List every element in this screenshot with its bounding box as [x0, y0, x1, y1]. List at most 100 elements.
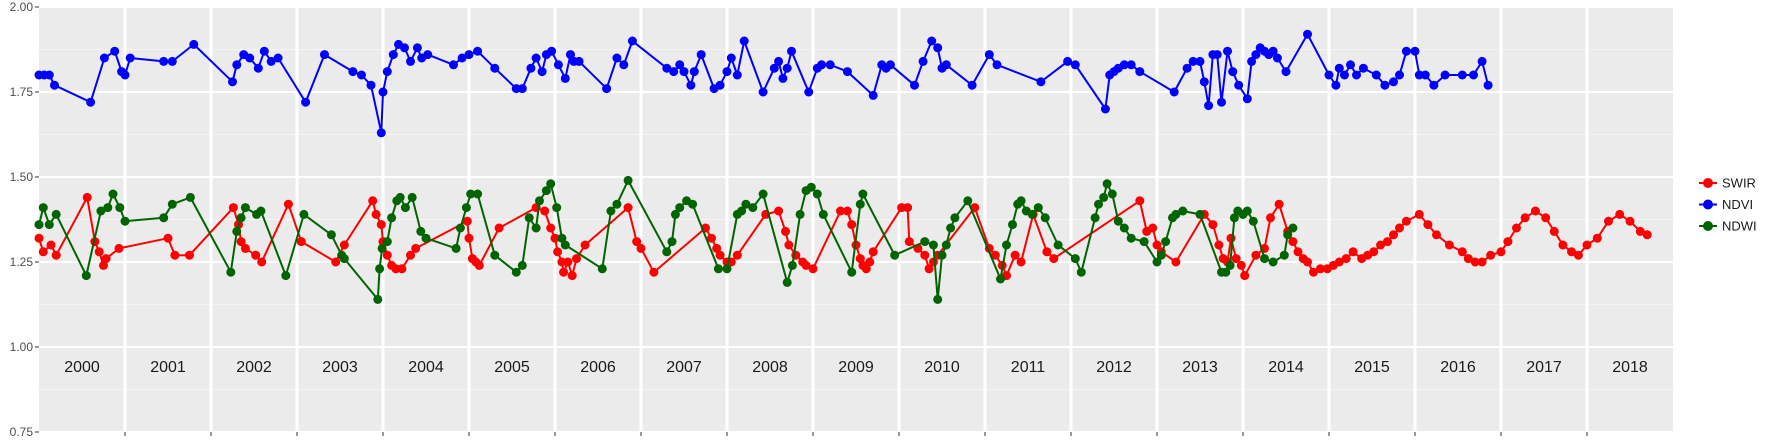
data-point — [251, 250, 261, 260]
data-point — [299, 209, 309, 219]
data-point — [688, 199, 698, 209]
data-point — [357, 70, 366, 80]
data-point — [232, 226, 242, 236]
data-point — [382, 67, 392, 77]
data-point — [540, 206, 550, 216]
data-point — [120, 70, 130, 80]
y-tick-label: 2.00 — [10, 0, 34, 14]
data-point — [400, 203, 410, 213]
data-point — [185, 192, 195, 202]
data-point — [1199, 77, 1209, 87]
data-point — [918, 56, 928, 66]
data-point — [339, 240, 349, 250]
data-point — [240, 203, 250, 213]
data-point — [1440, 70, 1450, 80]
data-point — [1352, 70, 1361, 80]
data-point — [228, 203, 238, 213]
year-label: 2003 — [322, 359, 358, 376]
data-point — [101, 254, 111, 264]
data-point — [1070, 60, 1080, 70]
data-point — [1331, 80, 1341, 90]
data-point — [806, 182, 816, 192]
series-layer — [34, 29, 1652, 304]
data-point — [339, 254, 349, 264]
data-point — [331, 257, 341, 267]
data-point — [941, 60, 951, 70]
year-label: 2012 — [1096, 359, 1132, 376]
data-point — [1188, 56, 1198, 66]
data-point — [1470, 257, 1480, 267]
data-point — [348, 67, 358, 77]
data-point — [1334, 63, 1344, 73]
data-point — [782, 63, 792, 73]
data-point — [541, 186, 551, 196]
data-point — [1444, 240, 1454, 250]
data-point — [473, 189, 483, 199]
data-point — [1432, 230, 1441, 240]
data-point — [494, 223, 504, 233]
data-point — [801, 260, 811, 270]
year-label: 2010 — [924, 359, 960, 376]
data-point — [1171, 257, 1181, 267]
data-point — [236, 213, 246, 223]
data-point — [553, 247, 563, 257]
data-point — [1214, 240, 1224, 250]
series-ndwi — [34, 175, 1298, 304]
data-point — [1625, 216, 1635, 226]
data-point — [842, 206, 852, 216]
y-axis: 0.75 1.00 1.25 1.50 1.75 2.00 — [10, 0, 39, 439]
data-point — [326, 230, 336, 240]
data-point — [1315, 264, 1325, 274]
data-point — [737, 206, 747, 216]
y-tick-label: 0.75 — [10, 425, 34, 439]
data-point — [1242, 94, 1252, 104]
data-point — [120, 216, 130, 226]
data-point — [715, 80, 725, 90]
data-point — [38, 247, 48, 257]
data-point — [371, 209, 381, 219]
data-point — [1615, 209, 1625, 219]
major-grid — [39, 6, 1673, 433]
data-point — [1152, 257, 1162, 267]
data-point — [933, 294, 943, 304]
data-point — [858, 189, 868, 199]
data-point — [1231, 254, 1241, 264]
data-point — [50, 80, 59, 90]
year-label: 2007 — [666, 359, 702, 376]
data-point — [1049, 254, 1059, 264]
data-point — [1383, 237, 1392, 247]
data-point — [1033, 203, 1043, 213]
data-point — [96, 206, 106, 216]
data-point — [320, 50, 329, 60]
data-point — [623, 203, 633, 213]
year-label: 2009 — [838, 359, 874, 376]
year-label: 2008 — [752, 359, 788, 376]
data-point — [1229, 213, 1239, 223]
data-point — [722, 67, 732, 77]
data-point — [1119, 60, 1129, 70]
data-point — [675, 203, 685, 213]
data-point — [301, 97, 311, 107]
data-point — [920, 237, 930, 247]
data-point — [1558, 240, 1568, 250]
data-point — [400, 43, 409, 53]
data-point — [1309, 267, 1318, 277]
data-point — [461, 203, 471, 213]
data-point — [769, 63, 779, 73]
data-point — [167, 56, 177, 66]
data-point — [163, 233, 173, 243]
data-point — [758, 87, 768, 97]
data-point — [1053, 240, 1063, 250]
data-point — [563, 257, 573, 267]
data-point — [537, 67, 547, 77]
data-point — [967, 80, 977, 90]
data-point — [1272, 53, 1282, 63]
data-point — [382, 250, 392, 260]
series-ndvi — [34, 29, 1493, 138]
data-point — [836, 206, 845, 216]
data-point — [567, 271, 577, 281]
data-point — [1567, 247, 1576, 257]
data-point — [1178, 206, 1188, 216]
data-point — [597, 264, 607, 274]
data-point — [273, 53, 283, 63]
